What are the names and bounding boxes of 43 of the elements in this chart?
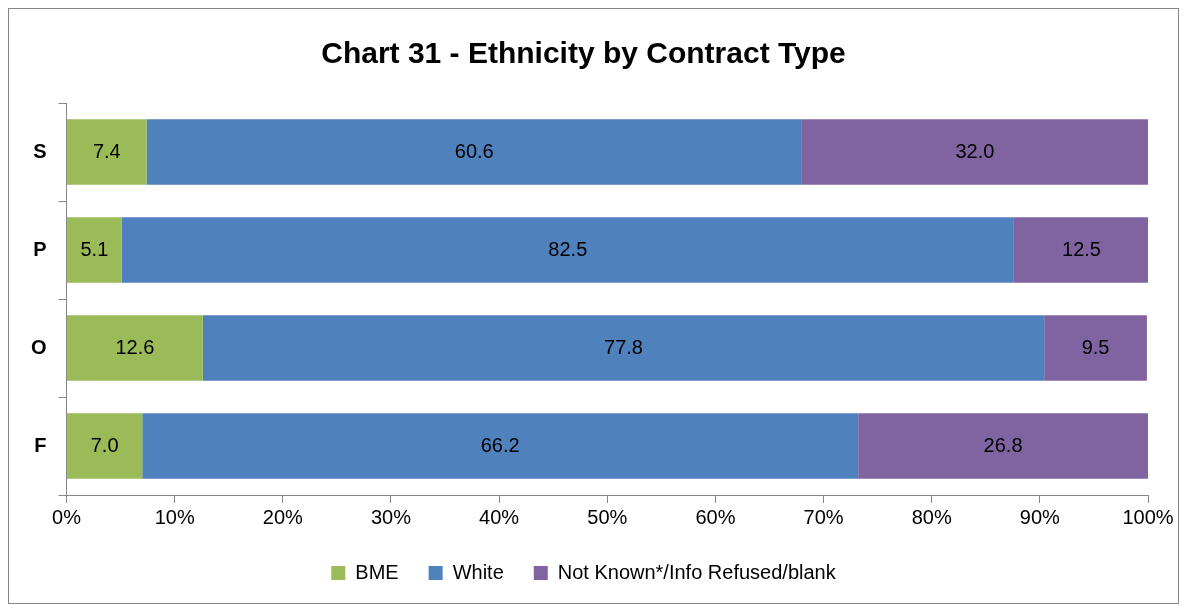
data-label: 66.2 — [480, 433, 520, 456]
data-label: 7.4 — [92, 139, 121, 162]
x-tick-label: 20% — [262, 505, 304, 528]
y-tick-label: F — [34, 433, 47, 456]
legend-label: Not Known*/Info Refused/blank — [557, 560, 837, 583]
x-tick-label: 40% — [479, 505, 520, 528]
bar — [1044, 315, 1147, 381]
bar — [142, 413, 859, 479]
data-label: 82.5 — [548, 237, 588, 260]
bar — [67, 315, 203, 381]
bar — [67, 217, 122, 283]
chart-title: Chart 31 - Ethnicity by Contract Type — [321, 36, 846, 70]
bar — [801, 119, 1148, 185]
x-tick-label: 60% — [695, 505, 736, 528]
data-label: 32.0 — [955, 139, 995, 162]
x-tick-label: 50% — [587, 505, 628, 528]
bar — [1013, 217, 1148, 283]
x-tick-label: 70% — [803, 505, 844, 528]
legend-label: White — [452, 560, 504, 583]
data-label: 12.5 — [1062, 237, 1101, 260]
x-tick-label: 100% — [1122, 505, 1174, 528]
x-tick-label: 30% — [370, 505, 412, 528]
bar — [858, 413, 1148, 479]
bar — [202, 315, 1045, 381]
legend-label: BME — [355, 560, 399, 583]
y-tick-label: O — [30, 335, 47, 358]
bar — [67, 413, 143, 479]
x-tick-label: 0% — [52, 505, 82, 528]
data-label: 7.0 — [90, 433, 119, 456]
bar — [146, 119, 802, 185]
bar — [121, 217, 1014, 283]
x-tick-label: 80% — [911, 505, 952, 528]
x-tick-label: 90% — [1019, 505, 1061, 528]
data-label: 12.6 — [115, 335, 155, 358]
x-tick-label: 10% — [154, 505, 195, 528]
data-label: 77.8 — [604, 335, 643, 358]
y-tick-label: S — [33, 139, 47, 162]
y-tick-label: P — [33, 237, 47, 260]
bar — [67, 119, 147, 185]
data-label: 60.6 — [454, 139, 494, 162]
data-label: 9.5 — [1081, 335, 1110, 358]
data-label: 26.8 — [983, 433, 1023, 456]
data-label: 5.1 — [80, 237, 109, 260]
